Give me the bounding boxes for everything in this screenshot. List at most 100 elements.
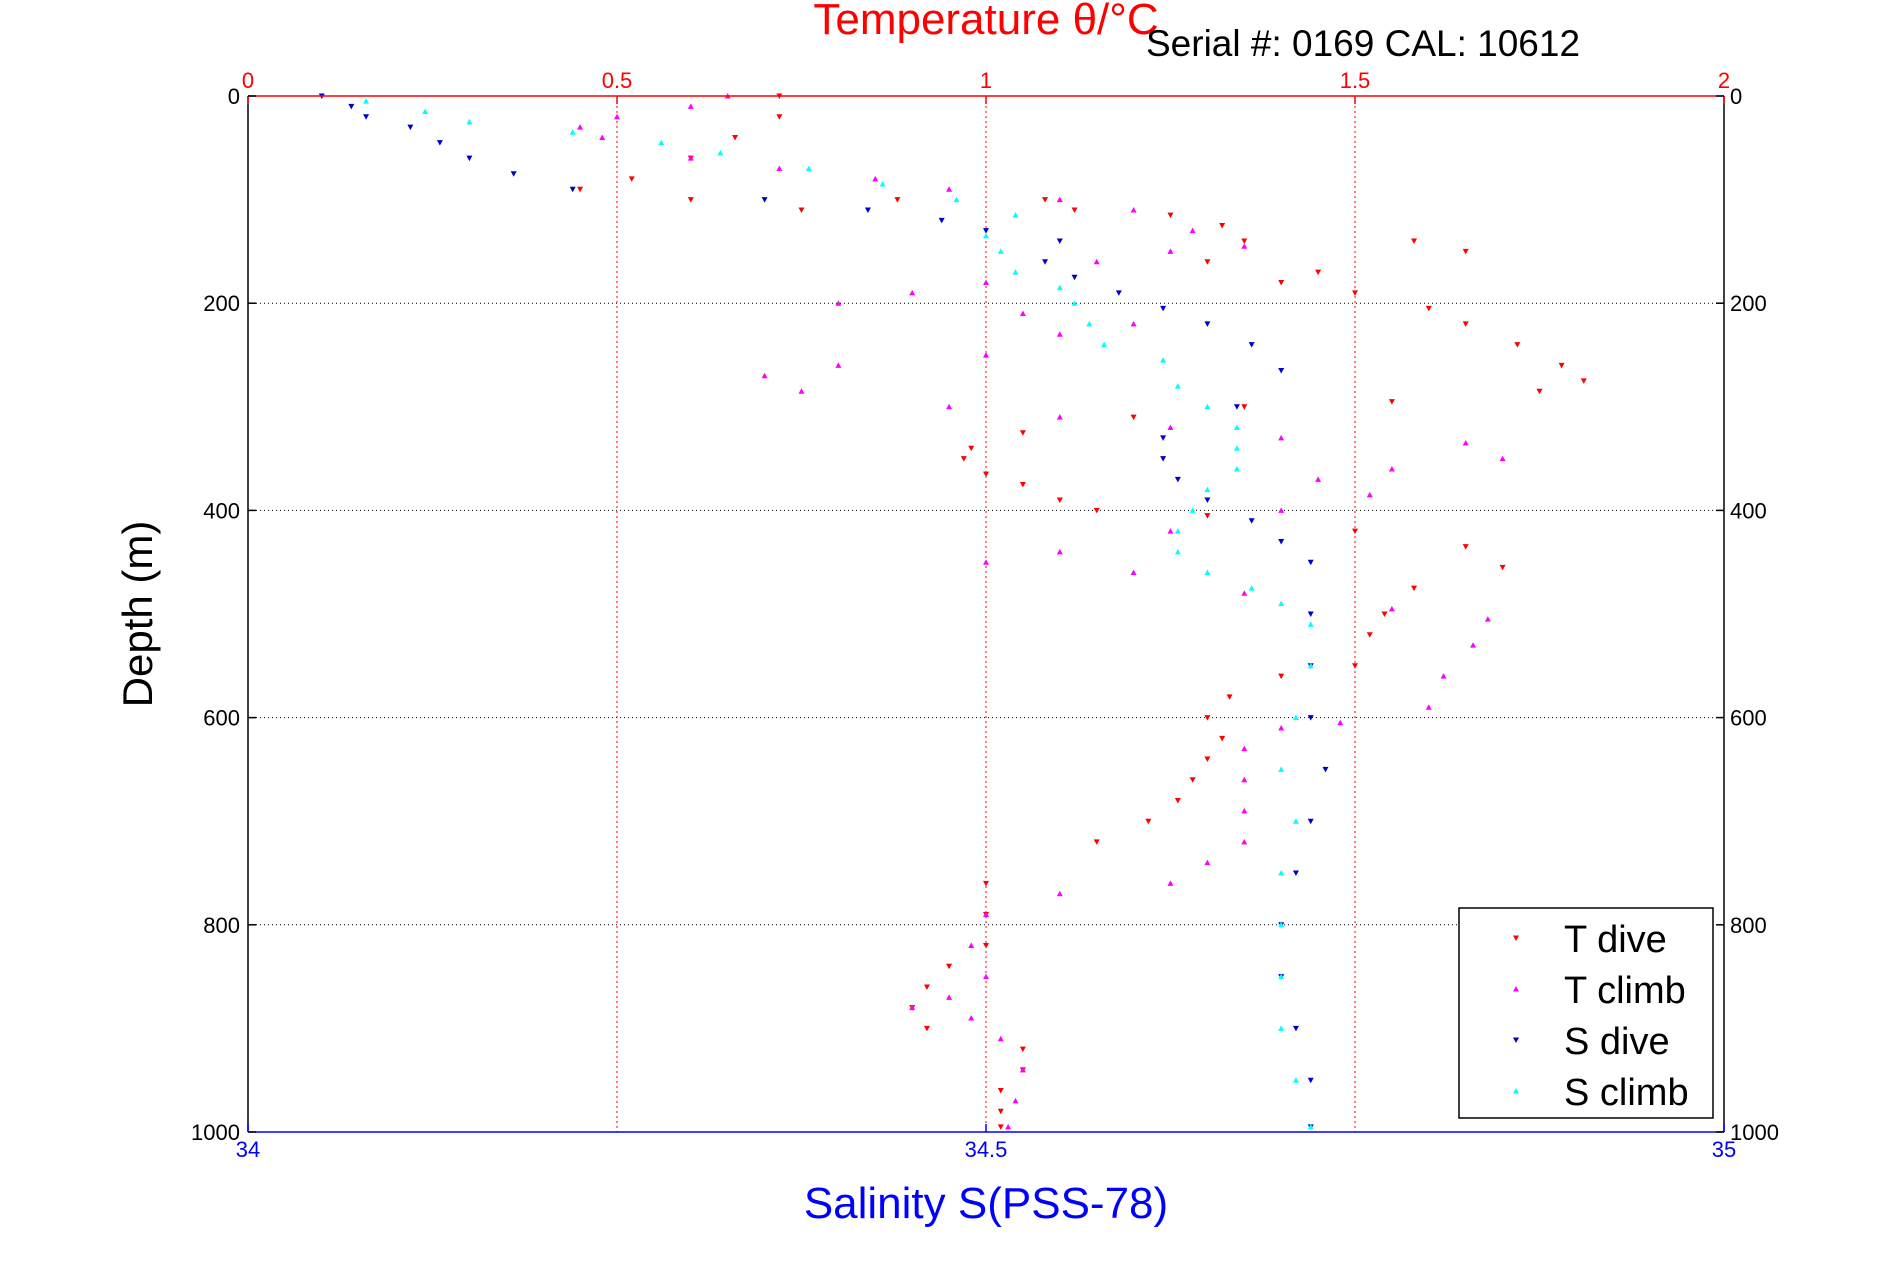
data-point-s-dive (1278, 368, 1285, 374)
data-point-t-dive (1462, 248, 1469, 255)
data-point-t-dive (983, 471, 989, 478)
data-point-s-climb (1292, 1077, 1299, 1083)
data-point-t-climb (761, 372, 768, 379)
data-point-s-dive (1322, 766, 1329, 773)
data-point-t-climb (983, 911, 989, 917)
data-point-t-dive (1278, 279, 1285, 286)
data-point-t-dive (1204, 756, 1211, 763)
data-point-s-climb (1101, 341, 1108, 348)
data-point-s-dive (1160, 435, 1167, 441)
legend-marker-t-climb (1513, 986, 1519, 992)
data-point-t-dive (1130, 414, 1137, 421)
data-point-t-dive (1167, 212, 1174, 219)
bottom-tick-label: 35 (1712, 1137, 1736, 1162)
data-point-s-climb (1307, 1123, 1314, 1130)
data-point-t-dive (1071, 207, 1078, 213)
data-point-t-climb (1056, 414, 1063, 420)
data-point-t-dive (1388, 399, 1395, 405)
data-point-s-climb (1160, 357, 1167, 363)
data-point-t-dive (1174, 797, 1181, 804)
data-point-t-dive (983, 880, 989, 887)
data-point-t-dive (1219, 223, 1226, 229)
left-tick-label: 600 (203, 706, 240, 731)
data-point-s-dive (348, 103, 355, 110)
data-point-t-climb (614, 113, 620, 120)
data-point-t-climb (946, 994, 953, 1000)
data-point-s-climb (1012, 269, 1019, 275)
right-tick-label: 1000 (1730, 1120, 1779, 1145)
data-point-t-dive (687, 197, 694, 203)
data-point-t-dive (1204, 513, 1211, 519)
data-point-t-climb (1167, 880, 1174, 886)
data-point-s-climb (1278, 600, 1285, 607)
data-point-s-climb (1204, 403, 1211, 410)
data-point-t-dive (1219, 735, 1226, 742)
data-point-t-climb (983, 352, 989, 358)
top-tick-label: 0.5 (602, 68, 633, 93)
data-point-t-climb (1241, 807, 1248, 814)
right-tick-label: 800 (1730, 913, 1767, 938)
data-point-s-climb (1233, 445, 1240, 451)
data-point-t-dive (1019, 482, 1026, 488)
data-point-s-dive (1233, 404, 1240, 410)
data-point-t-dive (1366, 632, 1373, 638)
data-point-t-climb (1337, 719, 1344, 726)
data-point-t-dive (776, 114, 783, 120)
left-tick-label: 800 (203, 913, 240, 938)
data-point-t-dive (946, 963, 953, 970)
data-point-t-climb (1366, 491, 1373, 498)
data-point-s-dive (363, 114, 370, 120)
data-point-t-climb (1241, 243, 1248, 249)
data-point-s-dive (466, 155, 473, 162)
legend-label: S climb (1564, 1072, 1689, 1114)
serial-text: Serial #: 0169 CAL: 10612 (1146, 23, 1580, 64)
data-point-s-climb (1278, 1025, 1285, 1031)
data-point-t-climb (1278, 724, 1285, 731)
data-point-s-climb (983, 232, 989, 239)
data-point-t-climb (1204, 859, 1211, 866)
data-point-t-dive (1226, 694, 1233, 700)
data-point-t-climb (1425, 704, 1432, 710)
data-point-t-climb (1440, 673, 1447, 679)
data-point-t-climb (997, 1035, 1004, 1042)
y-axis-label: Depth (m) (114, 521, 161, 708)
data-point-t-dive (1499, 564, 1506, 571)
legend-label: T climb (1564, 970, 1686, 1012)
data-point-t-climb (1388, 465, 1395, 472)
data-point-s-climb (879, 181, 886, 187)
data-point-t-dive (1093, 839, 1100, 845)
data-point-t-climb (909, 289, 916, 296)
data-point-t-climb (1470, 642, 1477, 648)
data-point-s-climb (1278, 870, 1285, 876)
data-point-t-climb (946, 403, 953, 410)
data-point-t-dive (1352, 663, 1358, 669)
data-point-t-climb (835, 362, 842, 368)
data-point-t-climb (1056, 548, 1063, 555)
data-point-t-climb (1167, 528, 1174, 534)
left-tick-label: 1000 (191, 1120, 240, 1145)
data-point-s-climb (422, 108, 429, 115)
data-point-t-dive (1411, 585, 1418, 592)
data-point-s-dive (1307, 559, 1314, 566)
data-point-s-dive (1160, 456, 1167, 462)
data-point-s-dive (1307, 611, 1314, 617)
data-point-t-dive (1019, 430, 1026, 436)
left-tick-label: 400 (203, 498, 240, 523)
data-point-t-dive (1241, 404, 1248, 410)
data-point-s-dive (983, 228, 989, 234)
data-point-s-dive (1160, 305, 1167, 312)
data-point-t-climb (577, 124, 584, 130)
data-point-s-climb (1071, 300, 1078, 306)
data-point-t-dive (1580, 378, 1587, 384)
data-point-s-climb (1233, 424, 1240, 431)
data-point-t-dive (1381, 611, 1388, 617)
data-point-s-dive (1292, 1025, 1299, 1032)
data-point-s-dive (1307, 715, 1314, 721)
data-point-t-dive (997, 1108, 1004, 1115)
data-point-t-climb (1278, 507, 1285, 513)
data-point-t-climb (1130, 569, 1137, 576)
data-point-t-dive (1536, 388, 1543, 395)
data-point-t-climb (1241, 776, 1248, 783)
data-point-s-climb (1204, 486, 1211, 493)
